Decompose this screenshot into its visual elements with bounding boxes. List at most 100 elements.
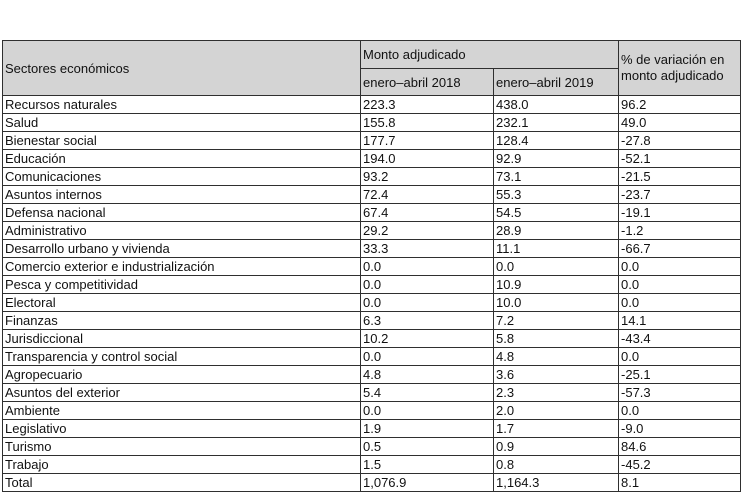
variation-cell: -57.3 [618,383,742,402]
amount-2019-cell: 3.6 [492,365,620,384]
amount-2018-cell: 194.0 [360,149,494,168]
header-variation: % de variación en monto adjudicado [618,40,742,96]
variation-cell: -23.7 [618,185,742,204]
table-row: Asuntos internos 72.4 55.3 -23.7 [2,185,742,204]
header-sectors: Sectores económicos [2,40,361,96]
amount-2019-cell: 5.8 [492,329,620,348]
amount-2018-cell: 0.0 [360,257,494,276]
amount-2019-cell: 11.1 [492,239,620,258]
table-row: Salud 155.8 232.1 49.0 [2,113,742,132]
variation-cell: 0.0 [618,401,742,420]
sector-cell: Trabajo [2,455,361,474]
table-row: Administrativo 29.2 28.9 -1.2 [2,221,742,240]
sector-cell: Total [2,473,361,492]
amount-2018-cell: 67.4 [360,203,494,222]
variation-cell: -25.1 [618,365,742,384]
amount-2019-cell: 232.1 [492,113,620,132]
table-row: Educación 194.0 92.9 -52.1 [2,149,742,168]
variation-cell: -66.7 [618,239,742,258]
amount-2018-cell: 1,076.9 [360,473,494,492]
sector-cell: Educación [2,149,361,168]
variation-cell: 96.2 [618,95,742,114]
amount-2018-cell: 29.2 [360,221,494,240]
table-row: Recursos naturales 223.3 438.0 96.2 [2,95,742,114]
header-period-2019: enero–abril 2019 [492,68,620,96]
amount-2019-cell: 55.3 [492,185,620,204]
amount-2019-cell: 7.2 [492,311,620,330]
variation-cell: 0.0 [618,293,742,312]
sector-cell: Electoral [2,293,361,312]
amount-2019-cell: 28.9 [492,221,620,240]
table-body: Recursos naturales 223.3 438.0 96.2 Salud 155… [2,95,742,492]
table-row: Legislativo 1.9 1.7 -9.0 [2,419,742,438]
variation-cell: -52.1 [618,149,742,168]
variation-cell: 0.0 [618,347,742,366]
header-row-2: enero–abril 2018 enero–abril 2019 [3,68,741,96]
table-row: Ambiente 0.0 2.0 0.0 [2,401,742,420]
variation-cell: 49.0 [618,113,742,132]
header-row-1: Sectores económicos Monto adjudicado % d… [2,40,742,96]
amount-2018-cell: 155.8 [360,113,494,132]
amount-2018-cell: 0.5 [360,437,494,456]
table-row: Finanzas 6.3 7.2 14.1 [2,311,742,330]
amount-2019-cell: 0.9 [492,437,620,456]
sector-cell: Jurisdiccional [2,329,361,348]
variation-cell: -1.2 [618,221,742,240]
variation-cell: -9.0 [618,419,742,438]
amount-2019-cell: 10.9 [492,275,620,294]
table-row: Pesca y competitividad 0.0 10.9 0.0 [2,275,742,294]
table-row: Defensa nacional 67.4 54.5 -19.1 [2,203,742,222]
table-row: Trabajo 1.5 0.8 -45.2 [2,455,742,474]
table-row: Turismo 0.5 0.9 84.6 [2,437,742,456]
sector-cell: Administrativo [2,221,361,240]
sector-cell: Asuntos del exterior [2,383,361,402]
amount-2018-cell: 10.2 [360,329,494,348]
amount-2018-cell: 0.0 [360,401,494,420]
amount-2018-cell: 1.9 [360,419,494,438]
sector-cell: Salud [2,113,361,132]
amount-2019-cell: 438.0 [492,95,620,114]
sector-cell: Comunicaciones [2,167,361,186]
sector-cell: Asuntos internos [2,185,361,204]
amount-2019-cell: 10.0 [492,293,620,312]
sector-cell: Desarrollo urbano y vivienda [2,239,361,258]
amount-2018-cell: 223.3 [360,95,494,114]
amount-2018-cell: 4.8 [360,365,494,384]
variation-cell: -45.2 [618,455,742,474]
sectors-table: Sectores económicos Monto adjudicado % d… [2,40,742,492]
amount-2018-cell: 177.7 [360,131,494,150]
sector-cell: Agropecuario [2,365,361,384]
amount-2019-cell: 73.1 [492,167,620,186]
amount-2019-cell: 128.4 [492,131,620,150]
amount-2018-cell: 6.3 [360,311,494,330]
sector-cell: Finanzas [2,311,361,330]
amount-2019-cell: 1,164.3 [492,473,620,492]
amount-2019-cell: 92.9 [492,149,620,168]
sector-cell: Legislativo [2,419,361,438]
amount-2018-cell: 0.0 [360,293,494,312]
amount-2019-cell: 0.0 [492,257,620,276]
variation-cell: 0.0 [618,275,742,294]
amount-2019-cell: 2.0 [492,401,620,420]
variation-cell: -27.8 [618,131,742,150]
amount-2019-cell: 0.8 [492,455,620,474]
table-row: Bienestar social 177.7 128.4 -27.8 [2,131,742,150]
sector-cell: Comercio exterior e industrialización [2,257,361,276]
amount-2018-cell: 93.2 [360,167,494,186]
amount-2019-cell: 2.3 [492,383,620,402]
amount-2018-cell: 0.0 [360,275,494,294]
table-header: Sectores económicos Monto adjudicado % d… [2,40,742,96]
variation-cell: -21.5 [618,167,742,186]
sector-cell: Defensa nacional [2,203,361,222]
amount-2018-cell: 1.5 [360,455,494,474]
amount-2018-cell: 5.4 [360,383,494,402]
sector-cell: Recursos naturales [2,95,361,114]
sector-cell: Transparencia y control social [2,347,361,366]
table-row: Comercio exterior e industrialización 0.0… [2,257,742,276]
variation-cell: -19.1 [618,203,742,222]
sector-cell: Pesca y competitividad [2,275,361,294]
sector-cell: Turismo [2,437,361,456]
variation-cell: 14.1 [618,311,742,330]
amount-2019-cell: 54.5 [492,203,620,222]
sector-cell: Ambiente [2,401,361,420]
